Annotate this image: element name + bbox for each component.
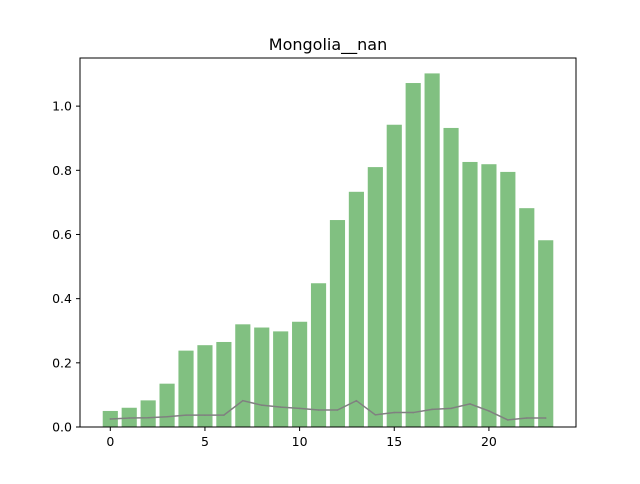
line-point-17	[431, 408, 433, 411]
line-point-12	[336, 409, 339, 411]
bar-8	[254, 327, 270, 427]
line-point-18	[450, 407, 452, 410]
line-point-20	[488, 410, 490, 412]
line-point-0	[109, 418, 112, 420]
x-tick-label-15: 15	[386, 434, 402, 449]
y-axis: 0.0 0.2 0.4 0.6 0.8 1.0	[52, 99, 80, 435]
x-axis: 0 5 10 15 20	[106, 427, 497, 449]
bars-layer	[102, 73, 554, 428]
bar-14	[367, 167, 383, 427]
line-point-22	[525, 417, 528, 419]
line-point-15	[393, 411, 396, 414]
chart-title: Mongolia__nan	[269, 35, 387, 55]
line-point-10	[298, 407, 301, 410]
line-point-6	[223, 414, 225, 416]
line-point-16	[412, 411, 414, 414]
y-tick-label-0: 0.0	[52, 420, 72, 435]
bar-18	[443, 127, 459, 427]
bar-17	[424, 73, 440, 428]
x-tick-label-20: 20	[481, 434, 497, 449]
line-point-8	[260, 404, 263, 406]
bar-21	[500, 171, 516, 427]
bar-4	[178, 350, 194, 427]
bar-16	[405, 83, 421, 427]
line-point-4	[185, 414, 187, 416]
series-line	[110, 399, 546, 421]
plot-frame	[79, 57, 577, 428]
x-tick-label-5: 5	[201, 434, 209, 449]
line-point-3	[166, 415, 168, 418]
bar-10	[292, 321, 308, 427]
line-point-14	[374, 414, 377, 416]
y-tick-label-4: 0.8	[52, 163, 72, 178]
y-tick-label-3: 0.6	[52, 227, 72, 242]
bar-11	[310, 283, 327, 427]
line-point-23	[544, 417, 547, 419]
line-point-11	[317, 409, 320, 411]
x-tick-label-10: 10	[292, 434, 308, 449]
line-point-5	[204, 414, 206, 416]
line-point-9	[279, 406, 282, 408]
line-layer	[109, 399, 547, 421]
y-tick-label-5: 1.0	[52, 99, 72, 114]
bar-2	[140, 400, 156, 427]
line-point-2	[147, 416, 149, 419]
bar-9	[273, 331, 289, 427]
bar-22	[519, 208, 535, 427]
bar-7	[235, 324, 251, 427]
bar-20	[481, 164, 497, 427]
bar-13	[348, 191, 364, 427]
bar-5	[197, 345, 213, 427]
y-tick-label-2: 0.4	[52, 291, 72, 306]
line-point-1	[128, 417, 131, 419]
line-point-13	[355, 399, 358, 402]
line-point-21	[507, 419, 509, 421]
bar-15	[386, 124, 402, 428]
x-tick-label-0: 0	[106, 434, 114, 449]
bar-3	[159, 383, 175, 427]
y-tick-label-1: 0.2	[52, 355, 72, 370]
line-point-7	[242, 399, 244, 402]
bar-12	[329, 220, 346, 427]
bar-19	[462, 161, 478, 427]
bar-6	[216, 341, 232, 427]
bar-23	[538, 240, 554, 427]
line-point-19	[469, 403, 471, 405]
